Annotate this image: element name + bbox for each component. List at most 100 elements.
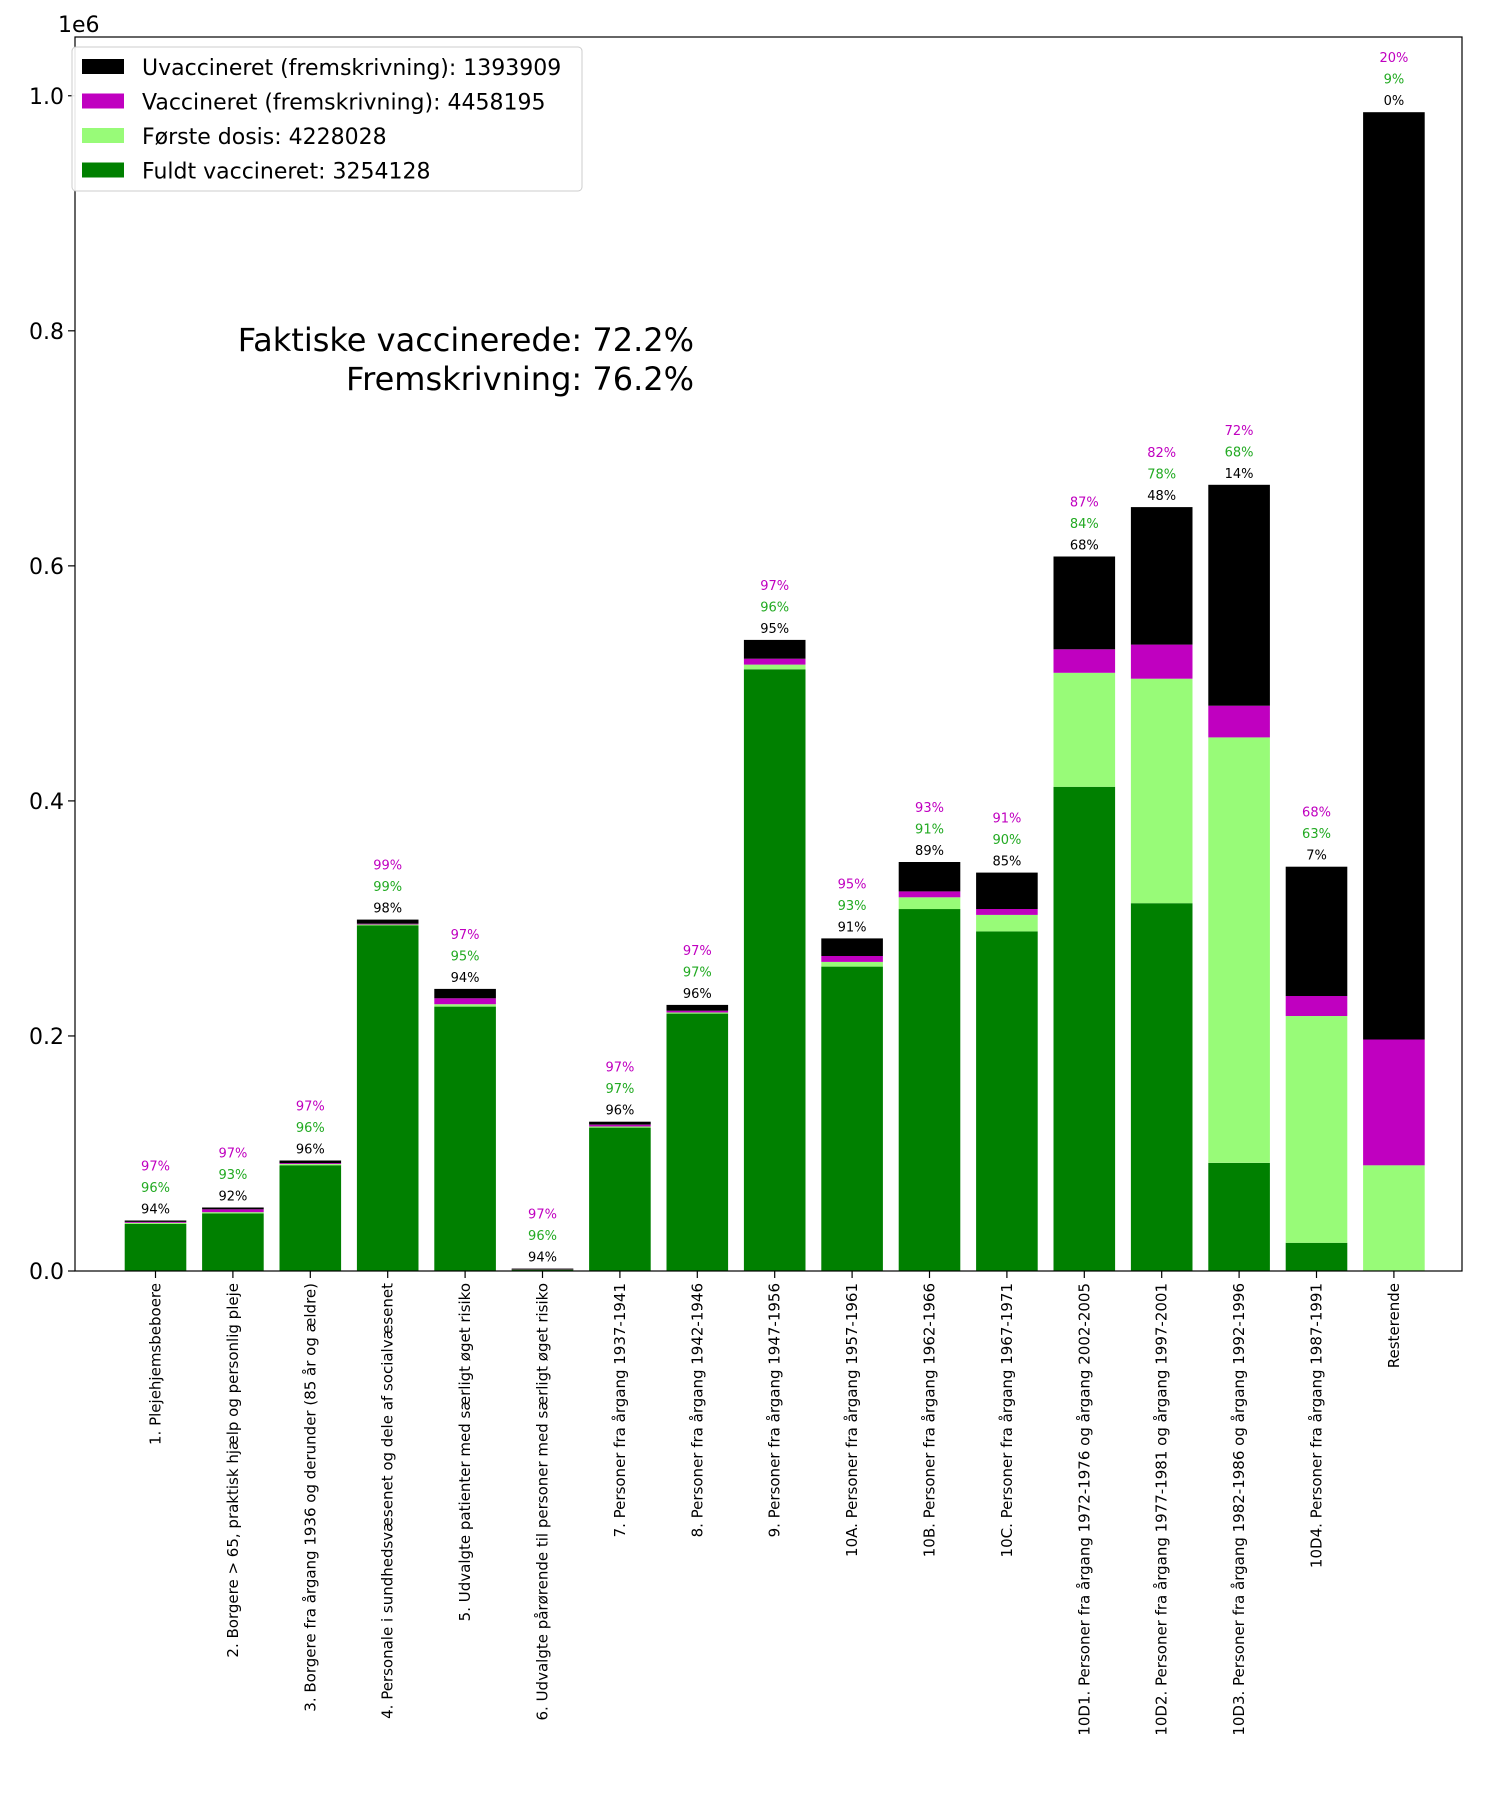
bar-segment-forste-dosis xyxy=(1363,1165,1425,1271)
bar-segment-uvaccineret-fremskrivning xyxy=(1285,866,1348,996)
bar-segment-uvaccineret-fremskrivning xyxy=(666,1004,729,1011)
bar-segment-vaccineret-fremskrivning xyxy=(1053,649,1116,673)
x-tick-label: 10D1. Personer fra årgang 1972-1976 og å… xyxy=(1075,1283,1093,1736)
bar-segment-vaccineret-fremskrivning xyxy=(1285,996,1348,1016)
x-tick-label: 3. Borgere fra årgang 1936 og derunder (… xyxy=(301,1283,319,1712)
bar-segment-forste-dosis xyxy=(589,1126,651,1128)
pct-label-vaccineret: 82% xyxy=(1147,446,1176,461)
bar-segment-forste-dosis xyxy=(1053,672,1116,787)
bar-segment-vaccineret-fremskrivning xyxy=(356,923,419,925)
y-tick-label: 0.8 xyxy=(29,320,64,345)
bar-segment-forste-dosis xyxy=(1208,737,1270,1163)
x-tick-label: 4. Personale i sundhedsvæsenet og dele a… xyxy=(379,1283,397,1719)
bar-segment-forste-dosis xyxy=(279,1164,342,1166)
pct-label-vaccineret: 97% xyxy=(605,1061,634,1076)
legend-swatch xyxy=(82,93,124,109)
y-tick-label: 0.6 xyxy=(29,555,64,580)
bar-segment-fuldt-vaccineret xyxy=(589,1127,651,1271)
bar-segment-fuldt-vaccineret xyxy=(976,931,1038,1271)
legend-frame xyxy=(71,46,583,192)
pct-label-vaccineret: 97% xyxy=(218,1147,247,1162)
x-axis: 1. Plejehjemsbeboere 2. Borgere > 65, pra… xyxy=(147,1271,1403,1736)
pct-label-forste-dosis: 93% xyxy=(838,899,867,914)
annotation-actual: Faktiske vaccinerede: 72.2% xyxy=(238,321,694,359)
bar-segment-uvaccineret-fremskrivning xyxy=(589,1121,651,1125)
bar-segment-uvaccineret-fremskrivning xyxy=(1053,556,1116,650)
bar-segment-uvaccineret-fremskrivning xyxy=(356,919,419,924)
pct-label-forste-dosis: 78% xyxy=(1147,468,1176,483)
pct-label-vaccineret: 87% xyxy=(1070,496,1099,511)
pct-label-fuldt: 0% xyxy=(1384,94,1405,109)
bar-segment-fuldt-vaccineret xyxy=(1285,1242,1348,1271)
x-tick-label: 6. Udvalgte pårørende til personer med s… xyxy=(534,1283,552,1721)
x-tick-label: 10B. Personer fra årgang 1962-1966 xyxy=(921,1283,939,1557)
bar-segment-fuldt-vaccineret xyxy=(356,925,419,1271)
legend-swatch xyxy=(82,128,124,143)
legend-label: Første dosis: 4228028 xyxy=(142,125,387,150)
bar-segment-forste-dosis xyxy=(202,1212,264,1214)
y-tick-label: 0.0 xyxy=(29,1260,64,1285)
legend-swatch xyxy=(82,59,124,74)
pct-label-forste-dosis: 9% xyxy=(1384,73,1405,88)
pct-label-fuldt: 96% xyxy=(683,987,712,1002)
pct-label-vaccineret: 72% xyxy=(1225,424,1254,439)
pct-label-fuldt: 98% xyxy=(373,902,402,917)
percentage-labels-layer: 97% 96% 94% 97% 93% 92% 97% 96% 96% 99% 99% 98% 97% 9… xyxy=(141,51,1408,1265)
y-axis-scale-label: 1e6 xyxy=(58,13,100,38)
bar-segment-vaccineret-fremskrivning xyxy=(279,1163,342,1164)
y-tick-label: 1.0 xyxy=(29,85,64,110)
bar-segment-uvaccineret-fremskrivning xyxy=(976,872,1038,909)
bar-segment-forste-dosis xyxy=(356,924,419,926)
pct-label-fuldt: 96% xyxy=(296,1143,325,1158)
pct-label-fuldt: 14% xyxy=(1225,467,1254,482)
x-tick-label: 10D2. Personer fra årgang 1977-1981 og å… xyxy=(1153,1283,1171,1736)
pct-label-forste-dosis: 93% xyxy=(218,1168,247,1183)
x-tick-label: 10C. Personer fra årgang 1967-1971 xyxy=(998,1283,1016,1557)
bar-segment-uvaccineret-fremskrivning xyxy=(898,862,961,892)
bar-segment-uvaccineret-fremskrivning xyxy=(1363,112,1425,1040)
legend-label: Fuldt vaccineret: 3254128 xyxy=(142,160,430,185)
bar-segment-forste-dosis xyxy=(1285,1016,1348,1243)
pct-label-forste-dosis: 96% xyxy=(760,600,789,615)
bar-segment-forste-dosis xyxy=(1130,678,1193,904)
bar-segment-fuldt-vaccineret xyxy=(511,1269,574,1271)
bar-segment-vaccineret-fremskrivning xyxy=(1130,644,1193,679)
bar-segment-forste-dosis xyxy=(124,1222,187,1224)
legend-label: Vaccineret (fremskrivning): 4458195 xyxy=(142,91,546,116)
pct-label-vaccineret: 97% xyxy=(683,944,712,959)
pct-label-vaccineret: 93% xyxy=(915,801,944,816)
pct-label-fuldt: 89% xyxy=(915,844,944,859)
x-tick-label: 7. Personer fra årgang 1937-1941 xyxy=(611,1283,629,1537)
pct-label-forste-dosis: 95% xyxy=(451,949,480,964)
bar-segment-vaccineret-fremskrivning xyxy=(898,891,961,898)
pct-label-forste-dosis: 91% xyxy=(915,823,944,838)
pct-label-vaccineret: 20% xyxy=(1379,51,1408,66)
pct-label-fuldt: 48% xyxy=(1147,489,1176,504)
bar-segment-uvaccineret-fremskrivning xyxy=(821,938,883,956)
bar-segment-forste-dosis xyxy=(666,1012,729,1014)
x-tick-label: 9. Personer fra årgang 1947-1956 xyxy=(766,1283,784,1537)
bar-segment-vaccineret-fremskrivning xyxy=(1363,1039,1425,1166)
pct-label-forste-dosis: 97% xyxy=(605,1082,634,1097)
bar-segment-fuldt-vaccineret xyxy=(1130,903,1193,1271)
legend-label: Uvaccineret (fremskrivning): 1393909 xyxy=(142,56,561,81)
pct-label-fuldt: 96% xyxy=(605,1104,634,1119)
bar-segment-fuldt-vaccineret xyxy=(434,1006,496,1271)
bar-segment-vaccineret-fremskrivning xyxy=(666,1010,729,1013)
pct-label-fuldt: 94% xyxy=(528,1251,557,1266)
bar-segment-uvaccineret-fremskrivning xyxy=(279,1160,342,1164)
pct-label-forste-dosis: 68% xyxy=(1225,445,1254,460)
x-tick-label: Resterende xyxy=(1385,1283,1403,1368)
x-tick-label: 10A. Personer fra årgang 1957-1961 xyxy=(843,1283,861,1557)
bar-segment-uvaccineret-fremskrivning xyxy=(434,988,496,999)
pct-label-forste-dosis: 96% xyxy=(296,1121,325,1136)
annotation-projection: Fremskrivning: 76.2% xyxy=(346,360,694,398)
pct-label-fuldt: 68% xyxy=(1070,539,1099,554)
y-tick-label: 0.2 xyxy=(29,1025,64,1050)
pct-label-vaccineret: 97% xyxy=(760,579,789,594)
pct-label-fuldt: 94% xyxy=(141,1203,170,1218)
bar-segment-vaccineret-fremskrivning xyxy=(976,909,1038,915)
pct-label-fuldt: 7% xyxy=(1306,849,1327,864)
bar-segment-forste-dosis xyxy=(434,1004,496,1007)
pct-label-vaccineret: 91% xyxy=(992,812,1021,827)
